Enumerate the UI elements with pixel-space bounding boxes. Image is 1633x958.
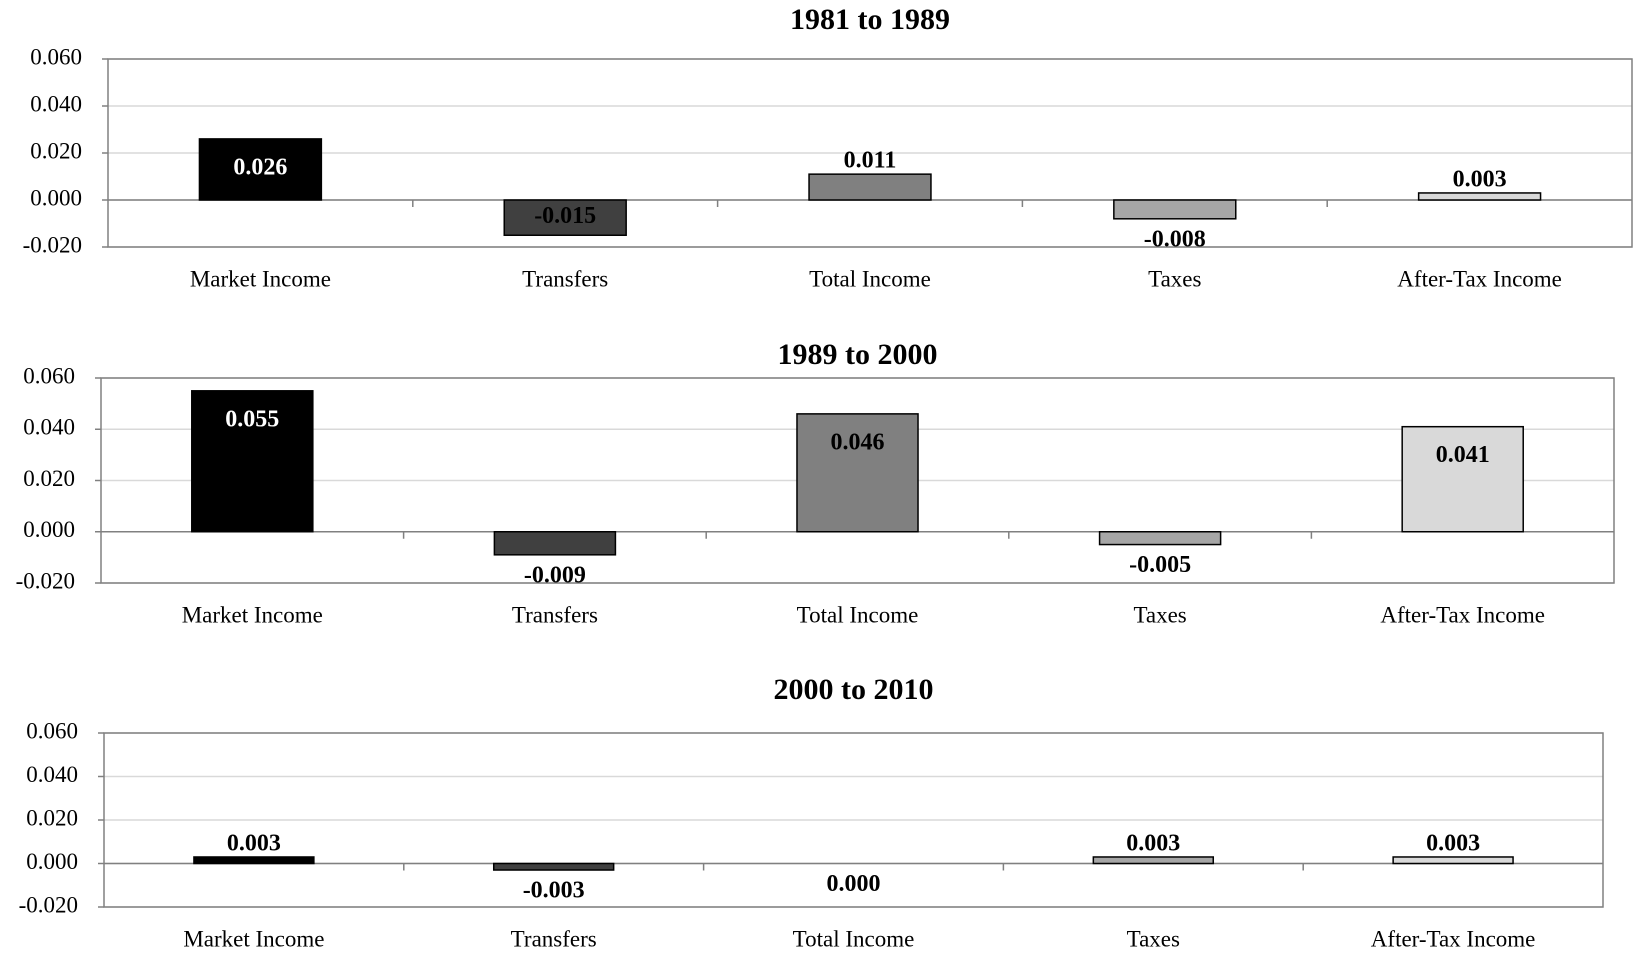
x-tick-label: Transfers: [512, 602, 598, 627]
bar: [1401, 425, 1524, 533]
bar: [1417, 192, 1542, 201]
data-label: 0.055: [225, 406, 279, 432]
y-tick-label: 0.000: [30, 185, 82, 210]
bar: [193, 856, 315, 865]
bar: [503, 199, 627, 236]
bar: [492, 862, 615, 871]
data-label: -0.005: [1129, 552, 1191, 578]
x-tick-label: After-Tax Income: [1371, 926, 1536, 951]
bar: [191, 390, 314, 533]
y-tick-label: 0.000: [23, 517, 75, 542]
y-tick-label: 0.040: [26, 762, 78, 787]
y-tick-label: 0.040: [23, 415, 75, 440]
x-tick-label: Market Income: [182, 602, 323, 627]
x-tick-label: Taxes: [1127, 926, 1180, 951]
x-tick-label: After-Tax Income: [1380, 602, 1545, 627]
plot-frame: [100, 377, 1615, 584]
bar: [1092, 856, 1215, 865]
data-label: 0.003: [1126, 830, 1180, 856]
chart-title: 1989 to 2000: [778, 338, 938, 371]
data-label: -0.015: [534, 203, 596, 229]
bar: [1392, 856, 1514, 865]
y-tick-label: 0.000: [26, 849, 78, 874]
x-tick-label: Transfers: [511, 926, 597, 951]
plot-frame: [107, 58, 1633, 248]
bar: [796, 413, 919, 533]
data-label: -0.003: [523, 878, 585, 904]
data-label: -0.008: [1144, 226, 1206, 252]
x-tick-label: Transfers: [522, 266, 608, 291]
bar: [1113, 199, 1237, 220]
y-tick-label: 0.020: [23, 466, 75, 491]
x-tick-label: Taxes: [1133, 602, 1186, 627]
y-tick-label: 0.020: [30, 138, 82, 163]
data-label: 0.003: [227, 830, 281, 856]
data-label: 0.011: [844, 148, 897, 174]
chart-title: 2000 to 2010: [774, 673, 934, 706]
x-tick-label: Total Income: [809, 266, 931, 291]
y-tick-label: -0.020: [19, 892, 78, 917]
chart-title: 1981 to 1989: [790, 3, 950, 36]
data-label: 0.026: [233, 154, 287, 180]
bar: [1098, 531, 1222, 546]
data-label: -0.009: [524, 562, 586, 588]
bar: [198, 138, 323, 201]
y-tick-label: 0.060: [23, 363, 75, 388]
data-label: 0.003: [1426, 830, 1480, 856]
x-tick-label: Total Income: [793, 926, 915, 951]
data-label: 0.000: [827, 871, 881, 897]
y-tick-label: 0.020: [26, 805, 78, 830]
x-tick-label: Market Income: [190, 266, 331, 291]
plot-frame: [103, 732, 1604, 908]
bar: [808, 173, 932, 201]
data-label: 0.041: [1436, 442, 1490, 468]
y-tick-label: 0.060: [26, 718, 78, 743]
data-label: 0.046: [831, 429, 885, 455]
y-tick-label: 0.060: [30, 44, 82, 69]
x-tick-label: After-Tax Income: [1397, 266, 1562, 291]
x-tick-label: Market Income: [183, 926, 324, 951]
y-tick-label: -0.020: [16, 568, 75, 593]
y-tick-label: -0.020: [23, 232, 82, 257]
y-tick-label: 0.040: [30, 91, 82, 116]
data-label: 0.003: [1453, 166, 1507, 192]
bar: [493, 531, 617, 556]
x-tick-label: Taxes: [1148, 266, 1201, 291]
x-tick-label: Total Income: [797, 602, 919, 627]
